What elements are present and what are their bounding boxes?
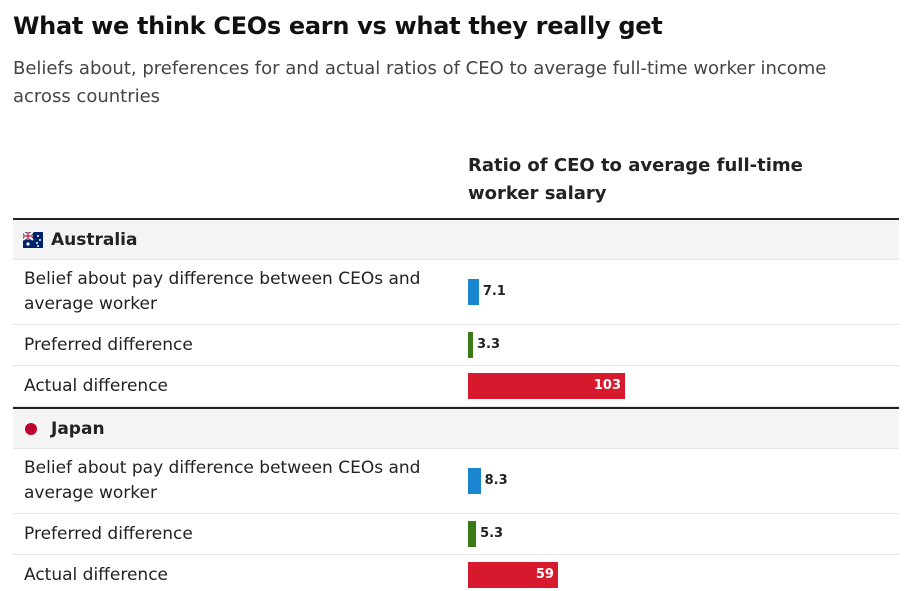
bar: [468, 279, 479, 305]
bar-cell: 8.3: [468, 468, 899, 494]
row-label: Belief about pay difference between CEOs…: [24, 458, 421, 503]
bar: [468, 373, 625, 399]
row: Belief about pay difference between CEOs…: [13, 449, 899, 514]
row-label: Actual difference: [24, 375, 169, 396]
bar-cell: 59: [468, 562, 899, 588]
bar-cell: 103: [468, 373, 899, 399]
row: Preferred difference 3.3: [13, 325, 899, 366]
bar-cell: 5.3: [468, 521, 899, 547]
value-label: 5.3: [480, 526, 504, 541]
row: Actual difference 103: [13, 366, 899, 407]
value-label: 3.3: [477, 337, 501, 352]
chart-title: What we think CEOs earn vs what they rea…: [13, 12, 663, 40]
group-name: Australia: [51, 229, 138, 250]
chart-subtitle: Beliefs about, preferences for and actua…: [13, 58, 827, 107]
row-label: Preferred difference: [24, 523, 193, 544]
row: Belief about pay difference between CEOs…: [13, 260, 899, 325]
row-label: Preferred difference: [24, 334, 193, 355]
row: Actual difference 59: [13, 555, 899, 591]
group-name: Japan: [51, 418, 105, 439]
bar: [468, 562, 558, 588]
bar-cell: 3.3: [468, 332, 899, 358]
table: Australia Belief about pay difference bet…: [13, 218, 899, 591]
value-label: 59: [535, 567, 554, 582]
value-label: 8.3: [484, 473, 508, 488]
group-header: Australia: [13, 220, 899, 260]
bar: [468, 521, 477, 547]
value-label: 7.1: [482, 284, 506, 299]
value-label: 103: [593, 378, 621, 393]
column-header: Ratio of CEO to average full-time worker…: [468, 155, 803, 204]
bar: [468, 332, 474, 358]
bar: [468, 468, 481, 494]
row-label: Belief about pay difference between CEOs…: [24, 269, 421, 314]
group-header: Japan: [13, 407, 899, 449]
row: Preferred difference 5.3: [13, 514, 899, 555]
row-label: Actual difference: [24, 564, 169, 585]
bar-cell: 7.1: [468, 279, 899, 305]
